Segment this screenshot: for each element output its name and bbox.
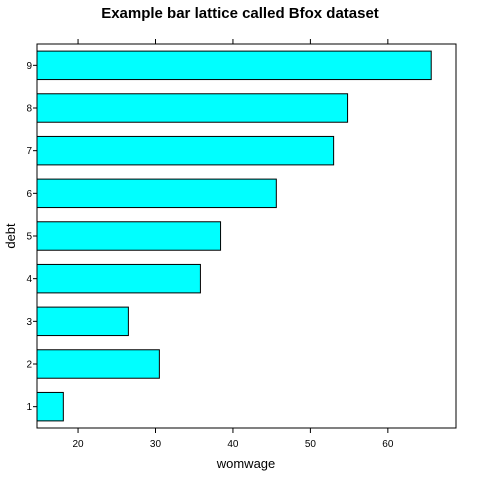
bar-5 (36, 221, 222, 251)
bar-8 (36, 93, 349, 123)
y-tick-label: 3 (26, 317, 32, 328)
bar-9 (36, 50, 432, 81)
y-tick-label: 2 (26, 360, 32, 371)
x-axis: 20 30 40 50 60 (72, 39, 394, 450)
bar-7 (36, 135, 335, 166)
x-tick-label: 20 (72, 439, 84, 450)
bar-6 (36, 178, 277, 209)
bar-3 (36, 306, 129, 337)
bar-4 (36, 263, 201, 294)
x-axis-label: womwage (216, 456, 276, 471)
y-tick-label: 7 (26, 146, 32, 157)
y-tick-label: 6 (26, 189, 32, 200)
y-tick-label: 9 (26, 61, 32, 72)
y-axis-label: debt (3, 223, 18, 249)
x-tick-label: 40 (227, 439, 239, 450)
chart-title: Example bar lattice called Bfox dataset (101, 5, 379, 22)
y-tick-label: 4 (26, 274, 32, 285)
x-tick-label: 60 (382, 439, 394, 450)
x-tick-label: 30 (150, 439, 162, 450)
y-tick-label: 8 (26, 104, 32, 115)
y-axis: 1 2 3 4 5 6 7 8 9 (26, 61, 37, 413)
y-tick-label: 1 (26, 402, 32, 413)
bars-group (36, 50, 432, 422)
y-tick-label: 5 (26, 232, 32, 243)
bar-1 (36, 391, 64, 422)
bar-2 (36, 349, 160, 379)
x-tick-label: 50 (305, 439, 317, 450)
